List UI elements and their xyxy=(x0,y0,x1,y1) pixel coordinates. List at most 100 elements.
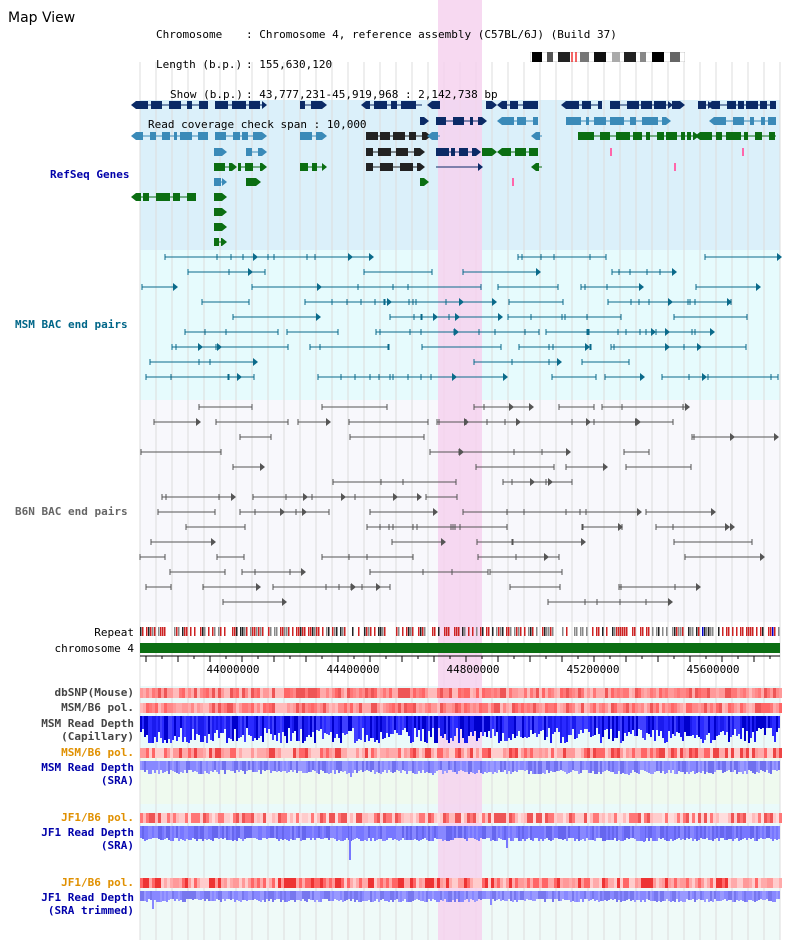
repeat-mark xyxy=(182,627,184,636)
depth-bar xyxy=(358,891,360,902)
heat-cell xyxy=(773,748,776,758)
heat-cell xyxy=(668,813,671,823)
heat-cell xyxy=(446,813,449,823)
heat-cell xyxy=(554,878,557,888)
heat-cell xyxy=(212,878,215,888)
depth-bar xyxy=(622,891,624,901)
depth-bar xyxy=(506,761,508,774)
depth-bar xyxy=(308,761,310,772)
heat-cell xyxy=(653,813,656,823)
repeat-mark xyxy=(688,627,690,636)
heat-cell xyxy=(758,688,761,698)
depth-bar xyxy=(514,826,516,838)
heat-cell xyxy=(389,703,392,713)
repeat-mark xyxy=(702,627,704,636)
heat-cell xyxy=(500,703,503,713)
b6n-bac-pair-arrow xyxy=(302,508,307,516)
depth-bar xyxy=(590,716,592,737)
depth-bar xyxy=(302,761,304,773)
depth-bar xyxy=(260,716,262,736)
heat-cell xyxy=(779,688,782,698)
repeat-mark xyxy=(658,627,660,636)
heat-cell xyxy=(170,703,173,713)
depth-bar xyxy=(384,716,386,738)
heat-cell xyxy=(383,813,386,823)
depth-bar xyxy=(680,716,682,737)
depth-bar xyxy=(234,826,236,840)
depth-bar xyxy=(570,891,572,902)
depth-bar xyxy=(544,826,546,839)
gene-exon xyxy=(245,163,253,171)
depth-bar xyxy=(568,716,570,735)
heat-cell xyxy=(251,703,254,713)
heat-cell xyxy=(224,703,227,713)
chromosome-ideogram[interactable] xyxy=(530,52,685,62)
heat-cell xyxy=(458,748,461,758)
depth-bar xyxy=(322,891,324,899)
repeat-mark xyxy=(498,627,500,636)
gene-arrow xyxy=(222,148,227,156)
heat-cell xyxy=(359,688,362,698)
heat-cell xyxy=(542,748,545,758)
depth-bar xyxy=(640,716,642,730)
heat-cell xyxy=(548,878,551,888)
gene-exon xyxy=(366,132,378,140)
depth-bar xyxy=(424,891,426,902)
depth-bar xyxy=(492,891,494,899)
repeat-mark xyxy=(704,627,706,636)
gene-exon xyxy=(242,132,248,140)
depth-bar xyxy=(184,891,186,902)
repeat-mark xyxy=(384,627,386,636)
depth-bar xyxy=(512,716,514,734)
heat-cell xyxy=(188,748,191,758)
depth-bar xyxy=(360,891,362,902)
depth-bar xyxy=(682,761,684,772)
heat-cell xyxy=(176,748,179,758)
heat-cell xyxy=(506,878,509,888)
heat-cell xyxy=(737,878,740,888)
heat-cell xyxy=(203,813,206,823)
heat-cell xyxy=(269,748,272,758)
heat-cell xyxy=(401,748,404,758)
depth-bar xyxy=(370,716,372,738)
heat-cell xyxy=(362,688,365,698)
gene-arrow xyxy=(361,101,366,109)
heat-cell xyxy=(680,748,683,758)
depth-bar xyxy=(212,826,214,841)
heat-cell xyxy=(728,703,731,713)
heat-cell xyxy=(725,878,728,888)
repeat-mark xyxy=(760,627,762,636)
depth-bar xyxy=(626,761,628,774)
depth-bar xyxy=(492,716,494,729)
refseq-pink-mark xyxy=(742,148,744,156)
depth-bar xyxy=(260,826,262,840)
gene-exon xyxy=(414,148,420,156)
depth-bar xyxy=(222,761,224,770)
depth-bar xyxy=(190,761,192,770)
gene-exon xyxy=(215,132,226,140)
depth-bar xyxy=(690,891,692,900)
heat-cell xyxy=(662,813,665,823)
depth-bar xyxy=(700,761,702,773)
depth-bar xyxy=(318,826,320,838)
heat-cell xyxy=(599,813,602,823)
heat-cell xyxy=(185,748,188,758)
depth-bar xyxy=(272,761,274,771)
depth-bar xyxy=(688,826,690,839)
depth-bar xyxy=(726,716,728,732)
heat-cell xyxy=(626,703,629,713)
depth-bar xyxy=(594,716,596,735)
heat-cell xyxy=(413,703,416,713)
heat-cell xyxy=(407,878,410,888)
depth-bar xyxy=(400,716,402,735)
depth-bar xyxy=(238,891,240,901)
depth-bar xyxy=(414,826,416,839)
depth-bar xyxy=(714,826,716,839)
depth-bar xyxy=(602,761,604,772)
heat-cell xyxy=(242,878,245,888)
depth-bar xyxy=(702,761,704,771)
depth-bar xyxy=(282,761,284,771)
depth-bar xyxy=(472,826,474,838)
repeat-mark xyxy=(342,627,344,636)
